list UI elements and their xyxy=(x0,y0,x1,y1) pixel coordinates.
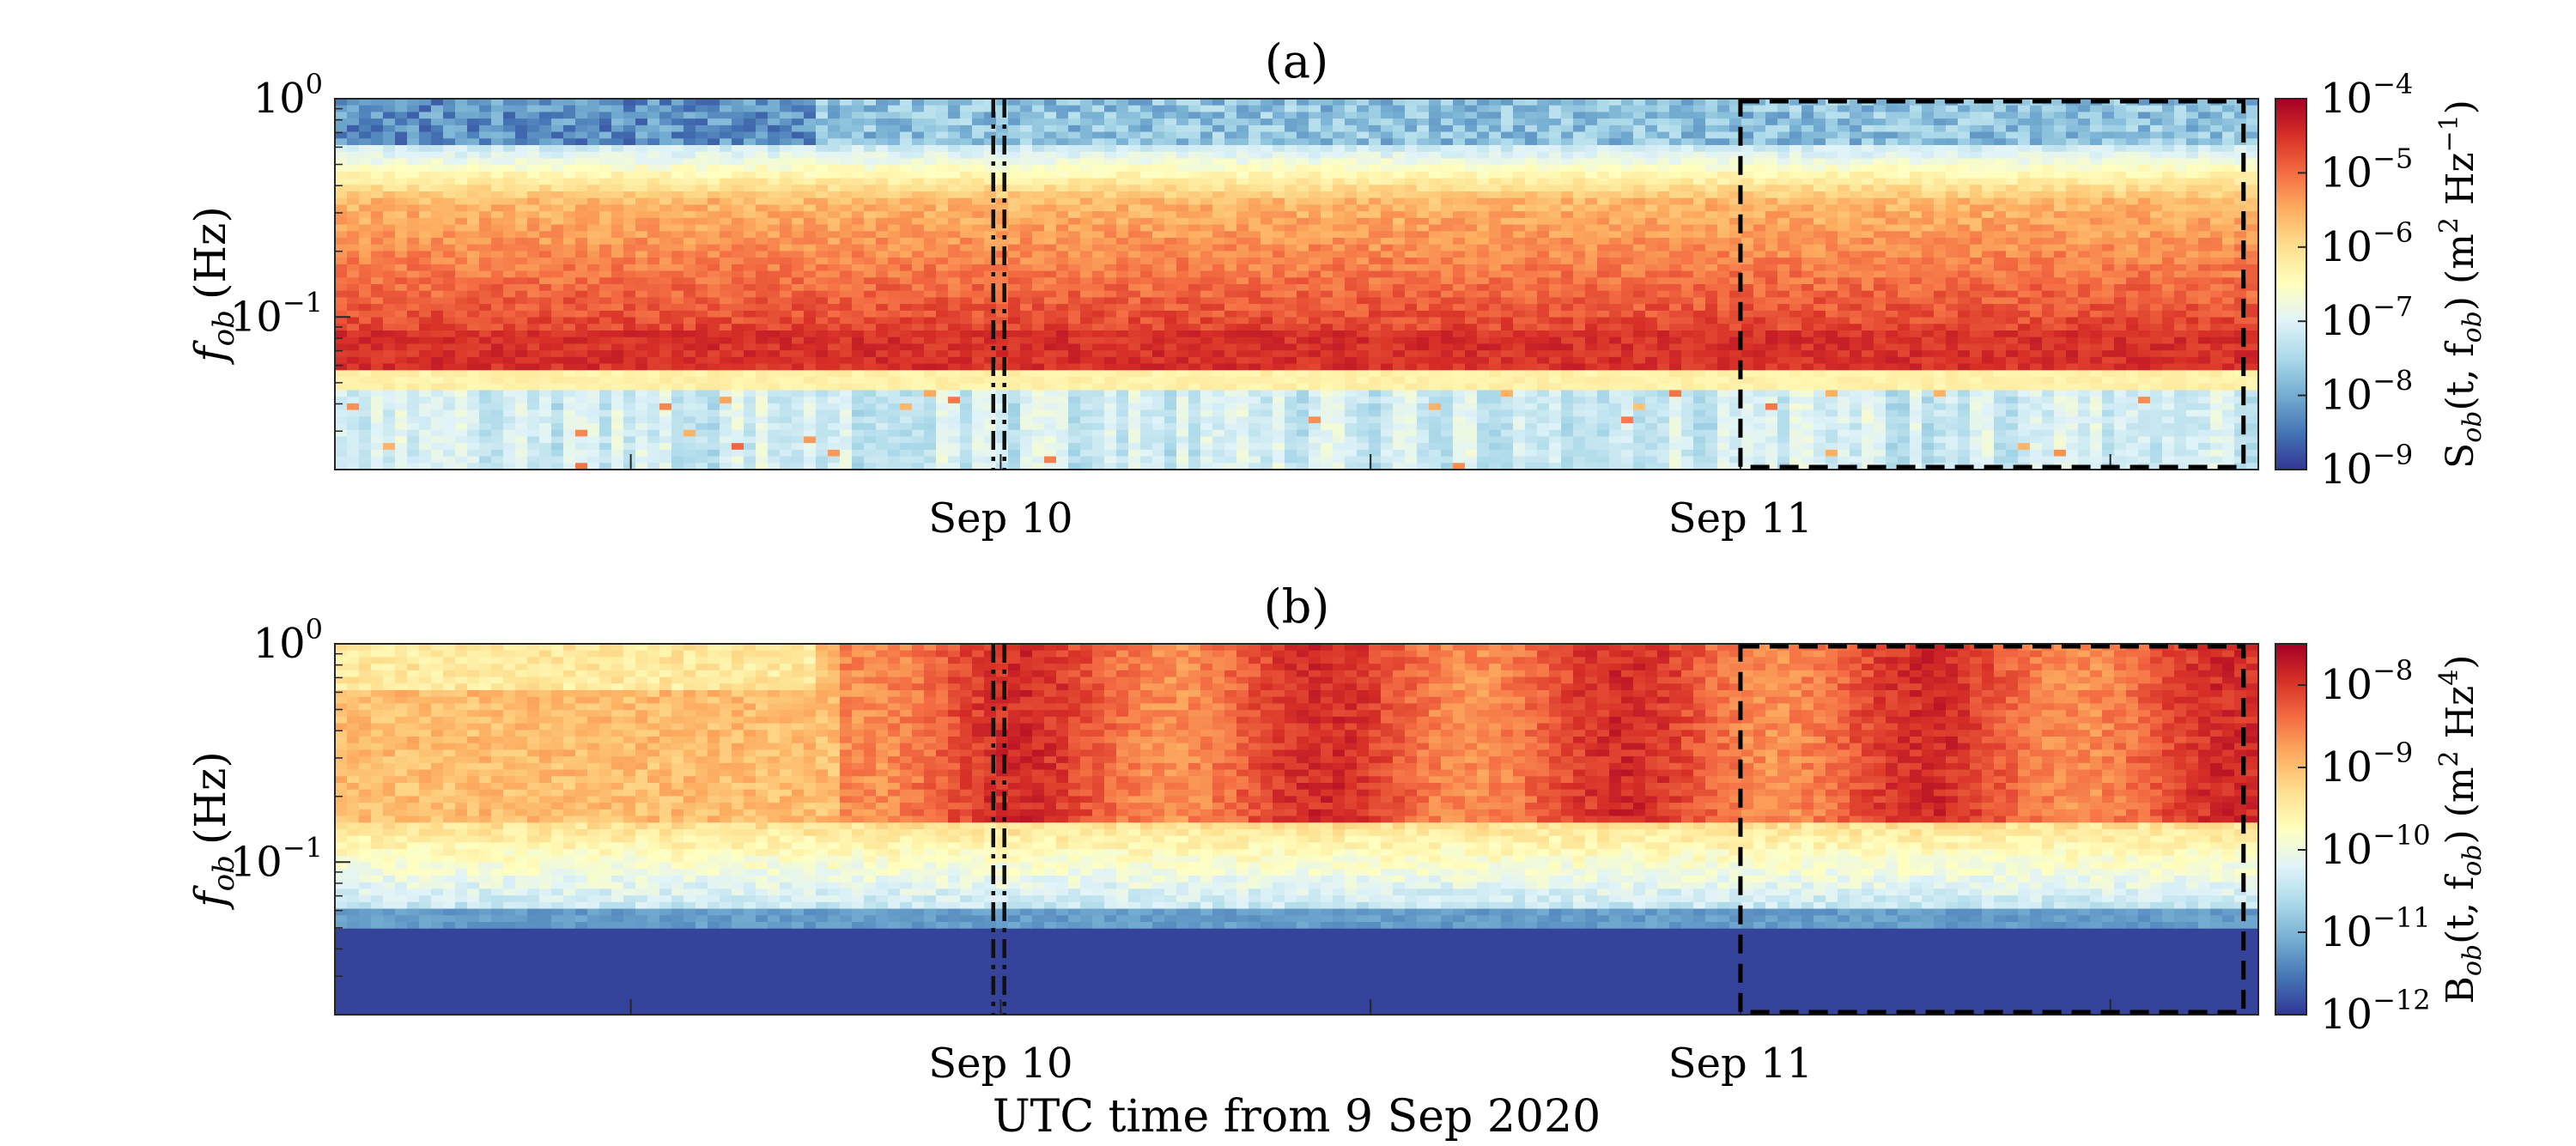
colorbar-tick-label: 10−9 xyxy=(2320,439,2413,494)
overlay-lines-a xyxy=(991,99,2246,470)
overlay-lines-b xyxy=(991,644,2246,1015)
colorbar-tick-label: 10−6 xyxy=(2320,216,2413,271)
x-tick-label: Sep 10 xyxy=(928,494,1072,543)
y-axis-label-b: fob(Hz) xyxy=(185,751,241,911)
y-axis-b: 100 10−1 xyxy=(230,613,350,1016)
colorbar-tick-label: 10−5 xyxy=(2320,142,2413,197)
colorbar-label: Bob(t, fob) (m2 Hz4) xyxy=(2434,655,2488,1004)
panel-b-title: (b) xyxy=(1264,579,1330,634)
y-tick-label: 100 xyxy=(253,68,323,123)
dashed-highlight-box xyxy=(1738,99,2246,470)
heatmap-a xyxy=(335,99,2258,470)
plot-frame-a xyxy=(334,98,2259,470)
x-tick-label: Sep 11 xyxy=(1668,1040,1813,1088)
y-tick-label: 10−1 xyxy=(230,831,323,886)
plot-frame-b xyxy=(334,643,2259,1016)
colorbar-tick-label: 10−10 xyxy=(2320,819,2431,874)
colorbar-tick-label: 10−11 xyxy=(2320,901,2431,956)
colorbar-label: Sob(t, fob) (m2 Hz−1) xyxy=(2434,100,2488,469)
y-axis-a: 100 10−1 xyxy=(230,68,350,470)
colorbar-tick-label: 10−4 xyxy=(2320,68,2413,123)
colorbar-b: 10−8 10−9 10−10 10−11 10−12 Bob(t, fob) (m2 H… xyxy=(2275,643,2488,1039)
x-axis-label: UTC time from 9 Sep 2020 xyxy=(993,1091,1601,1143)
colorbar-tick-label: 10−12 xyxy=(2320,984,2431,1039)
colorbar-tick-label: 10−8 xyxy=(2320,365,2413,420)
colorbar-tick-label: 10−9 xyxy=(2320,737,2413,791)
colorbar-a: 10−4 10−5 10−6 10−7 10−8 10−9 Sob(t, fob) (m2 … xyxy=(2275,68,2488,494)
x-axis-a: Sep 10 Sep 11 xyxy=(629,454,2111,543)
heatmap-b xyxy=(335,644,2258,1015)
x-tick-label: Sep 11 xyxy=(1668,494,1813,543)
y-tick-label: 100 xyxy=(253,613,323,668)
colorbar-tick-label: 10−7 xyxy=(2320,290,2413,345)
colorbar-tick-label: 10−8 xyxy=(2320,654,2413,709)
panel-a-title: (a) xyxy=(1265,34,1328,88)
y-axis-label-a: fob(Hz) xyxy=(185,206,241,366)
colorbar-gradient xyxy=(2275,98,2307,470)
colorbar-gradient xyxy=(2275,643,2307,1016)
x-tick-label: Sep 10 xyxy=(928,1040,1072,1088)
dashed-highlight-box xyxy=(1738,644,2246,1015)
y-tick-label: 10−1 xyxy=(230,286,323,341)
